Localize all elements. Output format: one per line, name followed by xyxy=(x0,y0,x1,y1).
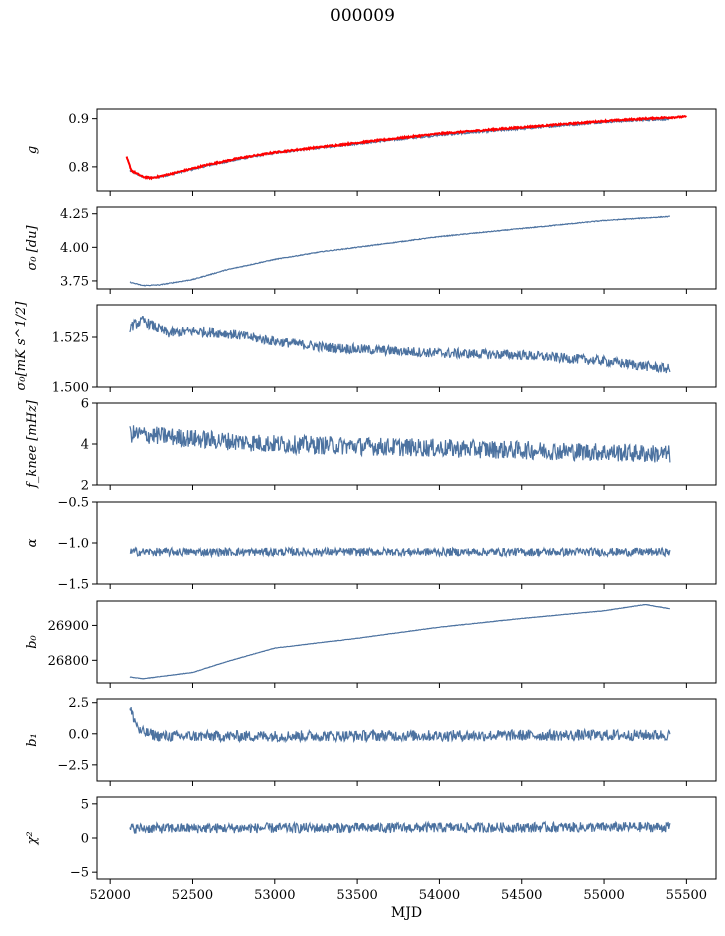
y-tick-label-b0-1: 26900 xyxy=(48,619,89,634)
panel-b1: −2.5 0.0 2.5 b₁ xyxy=(25,696,717,786)
series-line-g-1 xyxy=(125,114,687,181)
y-axis-label-sigma0-mks: σ₀[mK s^1/2] xyxy=(14,301,29,391)
series-line-b0-0 xyxy=(129,603,670,680)
y-tick-label-alpha-0: −1.5 xyxy=(57,578,89,593)
y-axis-label-chi2: χ² xyxy=(25,831,40,845)
series-line-chi2-0 xyxy=(129,820,671,834)
y-tick-label-g-0: 0.8 xyxy=(68,160,89,175)
panel-b0: 26800 26900 b₀ xyxy=(25,600,717,688)
series-line-f-knee-0 xyxy=(129,425,671,463)
panel-sigma0-mks: 1.500 1.525 σ₀[mK s^1/2] xyxy=(14,301,717,396)
y-tick-label-sigma0-2: 4.25 xyxy=(60,207,89,222)
series-line-g-0 xyxy=(129,117,671,180)
y-tick-label-sigma0-mks-1: 1.525 xyxy=(52,331,89,346)
y-tick-label-f-knee-1: 4 xyxy=(81,438,89,453)
panel-alpha: −1.5 −1.0 −0.5 α xyxy=(25,496,717,593)
axes-frame-chi2 xyxy=(96,796,717,880)
panel-g: 0.8 0.9 g xyxy=(25,108,717,196)
panel-f-knee: 2 4 6 f_knee [mHz] xyxy=(25,397,717,494)
series-line-b1-0 xyxy=(129,706,671,744)
x-tick-label-1: 52500 xyxy=(172,888,213,903)
y-tick-label-f-knee-0: 2 xyxy=(81,479,89,494)
y-tick-label-b0-0: 26800 xyxy=(48,654,89,669)
x-tick-label-5: 54500 xyxy=(501,888,542,903)
axes-frame-b1 xyxy=(96,698,717,782)
y-axis-label-g: g xyxy=(25,146,40,154)
axes-frame-alpha xyxy=(96,501,717,585)
y-tick-label-alpha-1: −1.0 xyxy=(57,537,89,552)
x-tick-label-3: 53500 xyxy=(336,888,377,903)
series-line-sigma0-0 xyxy=(129,215,670,287)
x-tick-label-6: 55000 xyxy=(583,888,624,903)
axes-frame-g xyxy=(96,108,717,192)
y-tick-label-b1-0: −2.5 xyxy=(57,758,89,773)
x-tick-label-4: 54000 xyxy=(419,888,460,903)
y-tick-label-b1-1: 0.0 xyxy=(68,727,89,742)
panel-sigma0: 3.75 4.00 4.25 σ₀ [du] xyxy=(25,206,717,294)
axes-frame-sigma0 xyxy=(96,206,717,290)
axes-frame-sigma0-mks xyxy=(96,304,717,388)
series-line-alpha-0 xyxy=(129,545,671,559)
axes-frame-b0 xyxy=(96,600,717,684)
y-tick-label-sigma0-0: 3.75 xyxy=(60,274,89,289)
figure-title: 000009 xyxy=(330,6,395,26)
y-axis-label-f-knee: f_knee [mHz] xyxy=(25,399,40,489)
y-axis-label-sigma0: σ₀ [du] xyxy=(25,225,40,271)
y-tick-label-alpha-2: −0.5 xyxy=(57,496,89,511)
x-tick-label-7: 55500 xyxy=(666,888,707,903)
y-axis-label-b0: b₀ xyxy=(25,634,40,648)
y-tick-label-chi2-0: −5 xyxy=(70,866,89,881)
panel-chi2: −5 0 5 χ² xyxy=(25,796,717,884)
y-tick-label-chi2-1: 0 xyxy=(81,832,89,847)
x-tick-label-0: 52000 xyxy=(89,888,130,903)
y-axis-label-alpha: α xyxy=(25,538,40,547)
y-tick-label-sigma0-mks-0: 1.500 xyxy=(52,381,89,396)
x-axis-label: MJD xyxy=(391,905,422,921)
y-tick-label-f-knee-2: 6 xyxy=(81,397,89,412)
y-axis-label-b1: b₁ xyxy=(25,733,40,747)
y-tick-label-chi2-2: 5 xyxy=(81,797,89,812)
y-tick-label-sigma0-1: 4.00 xyxy=(60,241,89,256)
y-tick-label-g-1: 0.9 xyxy=(68,112,89,127)
series-line-sigma0-mks-0 xyxy=(129,315,671,374)
x-tick-label-2: 53000 xyxy=(254,888,295,903)
y-tick-label-b1-2: 2.5 xyxy=(68,696,89,711)
